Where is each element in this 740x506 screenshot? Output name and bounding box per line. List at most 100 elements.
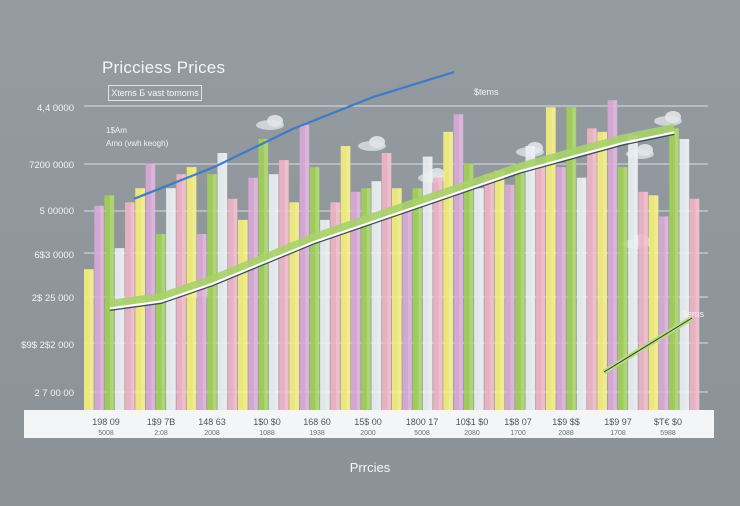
- bar: [669, 128, 679, 410]
- bar: [371, 181, 382, 410]
- x-tick-top: 10$1 $0: [455, 417, 489, 427]
- bar: [104, 195, 115, 410]
- bar: [443, 131, 453, 410]
- bar: [361, 188, 371, 410]
- bar: [402, 209, 412, 410]
- bar-highlight: [120, 248, 124, 410]
- bar-highlight: [654, 195, 658, 410]
- bar: [597, 131, 607, 410]
- x-tick: 1800 17 5008: [394, 417, 450, 439]
- bar-highlight: [592, 128, 597, 410]
- x-tick-bottom: 1938: [309, 430, 325, 437]
- bar: [340, 146, 351, 410]
- bar: [412, 188, 423, 410]
- y-tick-label: 2 7 00 00: [34, 388, 74, 399]
- bar-highlight: [479, 188, 484, 410]
- bar-highlight: [603, 131, 607, 410]
- bar: [463, 163, 474, 410]
- bar: [238, 219, 248, 410]
- bar-highlight: [541, 163, 545, 410]
- bar: [628, 135, 638, 410]
- bar-highlight: [233, 198, 237, 410]
- bar: [433, 177, 443, 410]
- cloud: [256, 115, 284, 130]
- bar-highlight: [161, 234, 166, 410]
- x-tick: $T€ $0 5988: [640, 417, 696, 439]
- annotation-items-2: $ems: [682, 309, 705, 319]
- bar: [330, 202, 341, 410]
- bar: [607, 100, 618, 410]
- arrow-line-core: [603, 317, 693, 373]
- x-tick-bottom: 2000: [360, 430, 376, 437]
- bar: [504, 184, 515, 410]
- bar-highlight: [469, 163, 474, 410]
- bar: [566, 107, 577, 411]
- bar-highlight: [582, 177, 586, 410]
- cloud-part: [369, 136, 385, 148]
- y-tick-label: 2$ 25 000: [31, 293, 74, 304]
- bar: [535, 163, 546, 410]
- x-tick-top: 1$0 $0: [253, 417, 281, 427]
- x-tick-bottom: 1088: [259, 430, 275, 437]
- x-tick: 1$8 07 1700: [490, 417, 546, 439]
- bar: [350, 191, 361, 410]
- bar: [289, 202, 299, 410]
- bar-highlight: [459, 114, 463, 411]
- x-tick-bottom: 1700: [510, 430, 526, 437]
- bar-highlight: [377, 181, 381, 410]
- bar: [453, 114, 464, 411]
- bar: [525, 146, 536, 410]
- bar-highlight: [387, 153, 391, 410]
- bar-highlight: [315, 167, 320, 410]
- bar-highlight: [202, 234, 207, 410]
- bar-highlight: [572, 107, 576, 411]
- bar: [299, 124, 310, 411]
- subtitle-line-2: Amo (vwh keogh): [106, 139, 169, 148]
- bar-highlight: [664, 216, 669, 410]
- bar: [515, 163, 525, 410]
- bar-highlight: [264, 139, 268, 410]
- bar-highlight: [397, 188, 402, 410]
- bar: [576, 177, 587, 410]
- y-tick-label: 5 00000: [39, 206, 74, 217]
- bar-highlight: [428, 156, 432, 410]
- bar: [258, 139, 269, 410]
- bars: [84, 100, 700, 411]
- bar: [484, 174, 495, 410]
- cloud: [358, 136, 386, 151]
- bar: [268, 174, 279, 410]
- cloud: [654, 111, 682, 126]
- cloud-part: [429, 168, 445, 180]
- bar-highlight: [295, 202, 299, 410]
- bar-highlight: [305, 124, 309, 411]
- x-tick: 168 60 1938: [289, 417, 345, 439]
- bar-highlight: [695, 198, 699, 410]
- x-tick: 1$9 $$ 2088: [538, 417, 594, 439]
- bar-highlight: [674, 128, 679, 410]
- x-tick-top: 15$ 00: [354, 417, 382, 427]
- trend-lines: [109, 71, 694, 375]
- bar-highlight: [212, 174, 217, 410]
- bar-highlight: [644, 191, 648, 410]
- bar: [658, 216, 669, 410]
- y-tick-label: 6$3 0000: [34, 250, 74, 261]
- x-tick-bottom: 2:08: [154, 430, 168, 437]
- bar-highlight: [243, 219, 248, 410]
- bar: [114, 248, 125, 410]
- y-tick-label: 7200 0000: [29, 160, 74, 171]
- bar-highlight: [366, 188, 371, 410]
- trend-ribbon: [109, 123, 676, 309]
- bar-highlight: [510, 184, 515, 410]
- bar: [155, 234, 166, 410]
- bar: [196, 234, 207, 410]
- bar-highlight: [346, 146, 350, 410]
- bar-highlight: [253, 177, 258, 410]
- subtitle-line-1: 1$Am: [106, 126, 127, 135]
- bar-highlight: [418, 188, 422, 410]
- x-tick: 1$9 97 1708: [590, 417, 646, 439]
- bar: [494, 170, 505, 410]
- bar-highlight: [561, 167, 566, 410]
- bar: [207, 174, 217, 410]
- trend-line-light: [109, 131, 675, 310]
- bar-highlight: [613, 100, 617, 410]
